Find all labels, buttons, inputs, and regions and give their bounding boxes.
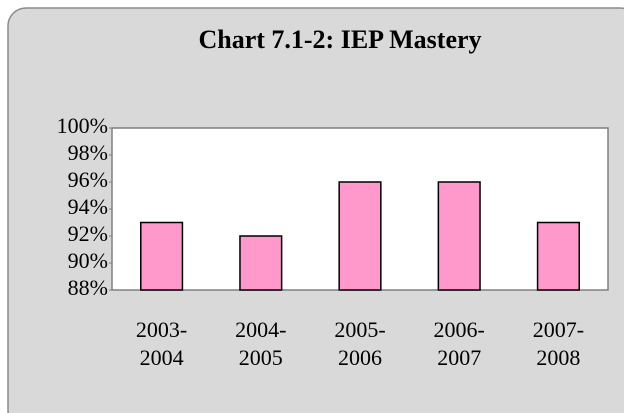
x-tick-label: 2005- 2006 (334, 317, 386, 370)
y-tick-label: 98% (68, 140, 108, 165)
bar (338, 181, 382, 291)
bar (437, 181, 481, 291)
y-tick-label: 92% (68, 221, 108, 246)
y-tick-label: 96% (68, 167, 108, 192)
y-tick-label: 100% (57, 113, 108, 138)
bar (140, 221, 184, 291)
x-tick-label: 2006- 2007 (433, 317, 485, 370)
y-tick-label: 90% (68, 248, 108, 273)
y-tick-label: 94% (68, 194, 108, 219)
chart-title: Chart 7.1-2: IEP Mastery (198, 25, 481, 54)
bar (536, 221, 580, 291)
x-tick-label: 2007- 2008 (532, 317, 585, 370)
bar (239, 235, 283, 291)
y-tick-label: 88% (68, 275, 108, 300)
x-tick-label: 2004- 2005 (235, 317, 287, 370)
x-tick-label: 2003- 2004 (135, 317, 188, 370)
